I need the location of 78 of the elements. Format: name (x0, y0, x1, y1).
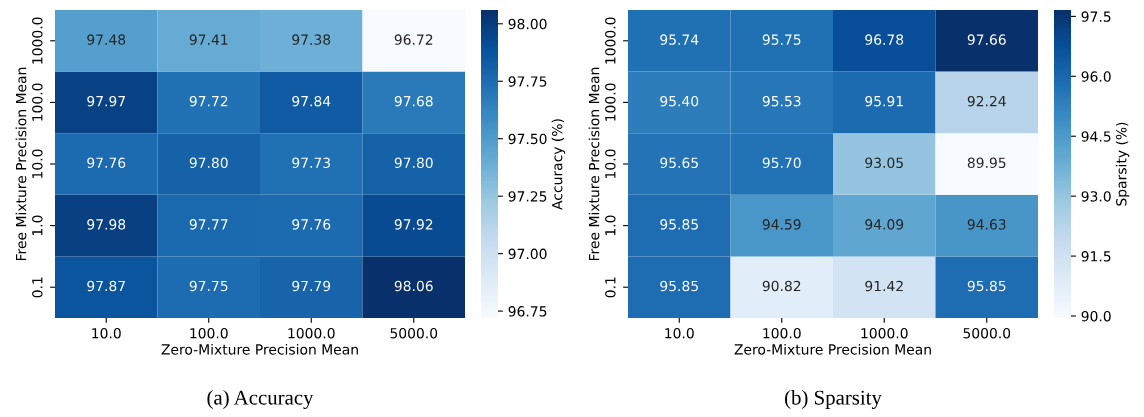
data-label: 96.72 (394, 34, 433, 45)
color-bar-label: 97.5 (1081, 11, 1111, 22)
data-label: 95.74 (660, 34, 699, 45)
y-tick-label: 1.0 (605, 215, 616, 236)
data-label: 95.91 (865, 95, 903, 107)
x-tick-label: 1000.0 (861, 327, 908, 339)
y-tick-label: 1.0 (32, 215, 43, 236)
x-tick-label: 10.0 (92, 327, 121, 339)
color-bar-label: 97.00 (508, 248, 547, 260)
data-label: 93.05 (865, 157, 903, 169)
y-tick-label: 100.0 (32, 83, 43, 121)
y-tick-label: 10.0 (32, 149, 43, 178)
data-label: 95.85 (660, 280, 698, 292)
text: (b) Sparsity (785, 390, 882, 409)
data-label: 97.98 (87, 219, 126, 230)
data-label: 97.76 (87, 157, 126, 169)
y-axis-title: Free Mixture Precision Mean (15, 67, 27, 261)
data-label: 95.53 (762, 95, 801, 107)
y-tick-label: 0.1 (605, 277, 616, 298)
x-tick-label: 100.0 (763, 327, 801, 339)
data-label: 94.09 (865, 219, 904, 230)
x-tick-label: 5000.0 (390, 327, 438, 339)
y-axis-title: Free Mixture Precision Mean (588, 67, 600, 261)
color-bar-label: 97.25 (508, 191, 547, 202)
data-label: 89.95 (967, 157, 1006, 169)
data-label: 95.40 (660, 95, 699, 107)
color-bar-label: 96.75 (508, 306, 547, 317)
data-label: 97.80 (189, 157, 228, 169)
y-tick-label: 100.0 (605, 83, 616, 121)
color-bar-label: 98.00 (508, 18, 547, 30)
data-label: 97.77 (189, 219, 228, 230)
color-bar-label: 96.0 (1081, 71, 1111, 82)
data-label: 97.92 (394, 219, 433, 230)
color-bar-title: Accuracy (%) (551, 119, 566, 210)
color-bar-label: 93.0 (1081, 191, 1111, 202)
color-bar-label: 94.5 (1081, 131, 1111, 142)
data-label: 97.79 (292, 280, 331, 292)
x-axis-title: Zero-Mixture Precision Mean (734, 343, 931, 355)
color-bar-label: 97.50 (508, 133, 547, 145)
data-label: 97.87 (87, 280, 125, 292)
data-label: 96.78 (865, 34, 904, 45)
color-bar-label: 90.0 (1081, 310, 1111, 322)
data-label: 95.85 (660, 219, 698, 230)
data-label: 91.42 (865, 280, 903, 292)
x-tick-label: 10.0 (665, 327, 694, 339)
data-label: 95.85 (967, 280, 1006, 292)
data-label: 94.59 (762, 219, 801, 230)
data-label: 98.06 (394, 280, 433, 292)
y-tick-label: 1000.0 (32, 17, 43, 64)
data-label: 94.63 (967, 219, 1006, 230)
y-tick-label: 10.0 (605, 149, 616, 178)
data-label: 97.97 (87, 95, 125, 107)
data-label: 95.75 (762, 34, 801, 45)
data-label: 92.24 (967, 95, 1006, 107)
x-tick-label: 100.0 (190, 327, 228, 339)
color-bar-title: Sparsity (%) (1115, 122, 1130, 206)
color-bar-label: 91.5 (1081, 251, 1111, 262)
x-axis-title: Zero-Mixture Precision Mean (161, 343, 358, 355)
data-label: 97.76 (292, 219, 331, 230)
data-label: 97.84 (292, 95, 331, 107)
y-tick-label: 0.1 (32, 277, 43, 298)
color-bar-label: 97.75 (508, 76, 547, 87)
data-label: 95.70 (762, 157, 801, 169)
data-label: 97.66 (967, 34, 1006, 45)
data-label: 97.41 (189, 34, 228, 45)
data-label: 97.73 (292, 157, 331, 169)
x-tick-label: 5000.0 (963, 327, 1011, 339)
data-label: 97.80 (394, 157, 433, 169)
text: (a) Accuracy (207, 390, 314, 409)
data-label: 97.38 (292, 34, 331, 45)
data-label: 97.48 (87, 34, 126, 45)
x-tick-label: 1000.0 (288, 327, 335, 339)
data-label: 97.68 (394, 95, 433, 107)
y-tick-label: 1000.0 (605, 17, 616, 64)
data-label: 97.72 (189, 95, 228, 107)
data-label: 97.75 (189, 280, 228, 292)
data-label: 90.82 (762, 280, 801, 292)
data-label: 95.65 (660, 157, 698, 169)
